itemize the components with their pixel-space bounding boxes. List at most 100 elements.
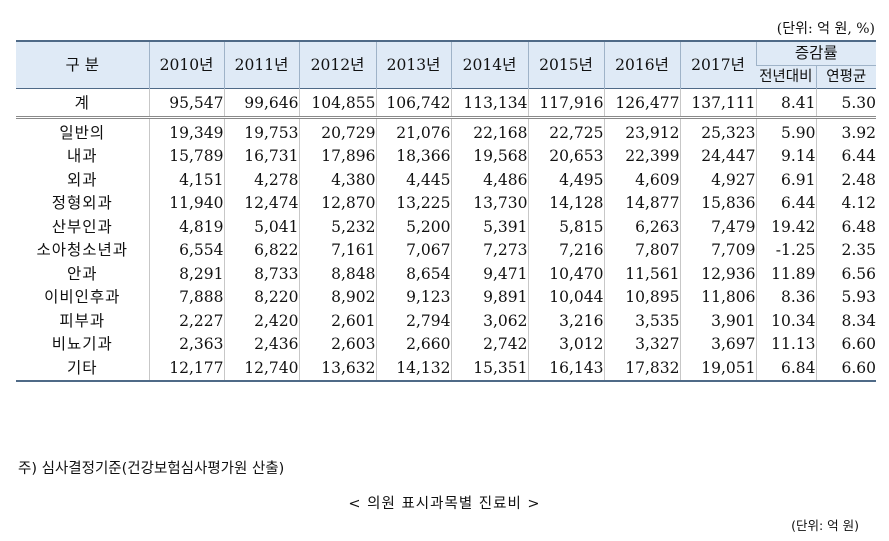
cell-value: 4,380 [298,168,376,192]
cell-value: 16,143 [527,356,604,382]
cell-value: 15,351 [450,356,528,382]
cell-value: 6,822 [223,238,299,262]
cell-value: 3,012 [527,332,604,356]
cell-value: 10,470 [527,262,604,286]
header-cagr: 연평균 [815,64,876,89]
row-category: 안과 [66,264,98,283]
cell-value: 11,806 [679,285,756,309]
cell-value: 23,912 [603,116,680,145]
cell-value: 8,654 [375,262,451,286]
cell-value: 15,789 [148,144,224,168]
cell-value: 6,554 [148,238,224,262]
cell-value: 19,568 [450,144,528,168]
cell-value: 7,216 [527,238,604,262]
cell-cagr: 4.12 [815,191,876,215]
cell-value: 25,323 [679,116,756,145]
cell-value: 4,495 [527,168,604,192]
row-category: 산부인과 [51,217,113,236]
total-row: 계 95,547 99,646 104,855 106,742 113,134 … [16,88,876,118]
cell-cagr: 6.60 [815,356,876,382]
cell-value: 22,725 [527,116,604,145]
cell-value: 8,848 [298,262,376,286]
row-category: 일반의 [16,116,149,145]
cell-value: 7,161 [298,238,376,262]
header-yoy: 전년대비 [756,64,816,89]
header-year: 2014년 [450,40,528,89]
header-row: 구 분 2010년 2011년 2012년 2013년 2014년 2015년 … [16,40,876,89]
cell-value: 7,709 [679,238,756,262]
cell-value: 2,742 [450,332,528,356]
cell-value: 10,895 [603,285,680,309]
cell-value: 12,870 [298,191,376,215]
cell-value: 14,132 [375,356,451,382]
cell-value: 8,733 [223,262,299,286]
cell-value: 137,111 [679,88,756,118]
cell-value: 20,729 [298,116,376,145]
cell-value: 3,535 [603,309,680,333]
row-category: 피부과 [59,311,106,330]
cell-value: 95,547 [148,88,224,118]
cell-value: 3,697 [679,332,756,356]
row-category: 계 [16,88,149,118]
header-year: 2017년 [679,40,756,89]
cell-value: 22,399 [603,144,680,168]
cell-value: 12,177 [148,356,224,382]
cell-value: 16,731 [223,144,299,168]
cell-value: 22,168 [450,116,528,145]
table-row: 비뇨기과 2,363 2,436 2,603 2,660 2,742 3,012 3,327 3… [16,332,876,356]
table-row: 안과 8,291 8,733 8,848 8,654 9,471 10,470 11,561 1… [16,262,876,286]
cell-value: 3,216 [527,309,604,333]
cell-value: 21,076 [375,116,451,145]
cell-value: 3,327 [603,332,680,356]
cell-value: 4,445 [375,168,451,192]
cell-cagr: 2.35 [815,238,876,262]
cell-value: 7,273 [450,238,528,262]
cell-value: 12,474 [223,191,299,215]
cell-value: 13,730 [450,191,528,215]
cell-cagr: 6.44 [815,144,876,168]
table-body: 계 95,547 99,646 104,855 106,742 113,134 … [16,88,876,382]
cell-value: 13,225 [375,191,451,215]
row-category: 외과 [66,170,98,189]
cell-value: 2,227 [148,309,224,333]
table-caption: < 의원 표시과목별 진료비 > [348,496,541,512]
cell-value: 19,349 [148,116,224,145]
table-row: 내과 15,789 16,731 17,896 18,366 19,568 20,653 22… [16,144,876,168]
cell-value: 7,807 [603,238,680,262]
header-year: 2011년 [223,40,299,89]
cell-value: 126,477 [603,88,680,118]
cell-value: 5,815 [527,215,604,239]
cell-cagr: 5.93 [815,285,876,309]
cell-value: 14,128 [527,191,604,215]
cell-value: 24,447 [679,144,756,168]
cell-value: 11,561 [603,262,680,286]
cell-value: 11,940 [148,191,224,215]
header-year: 2013년 [375,40,451,89]
cell-value: 4,609 [603,168,680,192]
cell-value: 13,632 [298,356,376,382]
cell-value: 4,927 [679,168,756,192]
table-row: 기타 12,177 12,740 13,632 14,132 15,351 16,143 17… [16,356,876,382]
cell-yoy: 9.14 [755,144,816,168]
cell-value: 2,436 [223,332,299,356]
cell-value: 5,232 [298,215,376,239]
cell-yoy: 6.91 [755,168,816,192]
cell-value: 2,601 [298,309,376,333]
cell-value: 2,363 [148,332,224,356]
medical-expense-table: 구 분 2010년 2011년 2012년 2013년 2014년 2015년 … [16,40,876,382]
cell-value: 6,263 [603,215,680,239]
cell-yoy: 19.42 [755,215,816,239]
cell-value: 20,653 [527,144,604,168]
cell-value: 8,291 [148,262,224,286]
row-category: 내과 [66,147,98,166]
cell-value: 117,916 [527,88,604,118]
cell-value: 104,855 [298,88,376,118]
header-year: 2012년 [298,40,376,89]
header-subrow: 전년대비 연평균 [16,64,876,89]
table-row: 외과 4,151 4,278 4,380 4,445 4,486 4,495 4,609 4,9… [16,168,876,192]
row-category: 소아청소년과 [36,241,129,260]
cell-cagr: 6.60 [815,332,876,356]
unit-label-top: (단위: 억 원, %) [776,21,875,37]
cell-value: 7,067 [375,238,451,262]
cell-value: 4,819 [148,215,224,239]
